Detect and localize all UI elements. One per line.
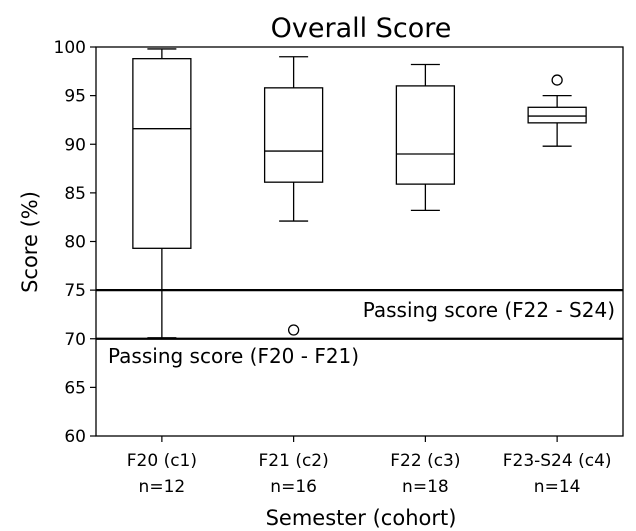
y-axis-label: Score (%) — [18, 191, 42, 293]
reference-line-label: Passing score (F22 - S24) — [363, 298, 615, 322]
y-tick-label: 80 — [64, 233, 86, 253]
box-iqr — [395, 85, 456, 185]
box-4 — [527, 74, 587, 147]
box-iqr — [527, 106, 587, 124]
box-3 — [395, 63, 456, 212]
x-tick-label: F21 (c2) — [259, 451, 329, 471]
x-tick-label: F22 (c3) — [390, 451, 460, 471]
x-tick-label: F23-S24 (c4) — [503, 451, 612, 471]
outlier-point — [551, 74, 563, 86]
box-iqr — [263, 87, 324, 183]
x-axis-ticks: F20 (c1) n=12 F21 (c2) n=16 F22 (c3) n=18 F23-… — [127, 436, 612, 497]
y-tick-label: 70 — [64, 330, 86, 350]
x-tick-count-label: n=18 — [402, 477, 449, 497]
y-tick-label: 75 — [64, 281, 86, 301]
outlier-point — [287, 324, 300, 336]
x-axis-label: Semester (cohort) — [266, 506, 457, 530]
box-1 — [132, 48, 192, 339]
y-tick-label: 95 — [64, 87, 86, 107]
y-tick-label: 60 — [64, 427, 86, 447]
y-tick-label: 100 — [54, 38, 86, 58]
box-iqr — [132, 58, 192, 249]
x-tick-label: F20 (c1) — [127, 451, 197, 471]
y-tick-label: 90 — [64, 135, 86, 155]
y-tick-label: 65 — [64, 378, 86, 398]
box-2 — [263, 56, 324, 336]
chart-title: Overall Score — [271, 13, 452, 44]
y-axis-ticks: 60 65 70 75 80 85 90 95 100 — [54, 38, 96, 447]
y-tick-label: 85 — [64, 184, 86, 204]
x-tick-count-label: n=14 — [534, 477, 581, 497]
reference-lines: Passing score (F22 - S24)Passing score (… — [96, 289, 623, 368]
x-tick-count-label: n=12 — [139, 477, 186, 497]
boxes — [132, 48, 587, 339]
x-tick-count-label: n=16 — [270, 477, 317, 497]
plot-frame — [95, 46, 624, 437]
reference-line-label: Passing score (F20 - F21) — [108, 344, 359, 368]
